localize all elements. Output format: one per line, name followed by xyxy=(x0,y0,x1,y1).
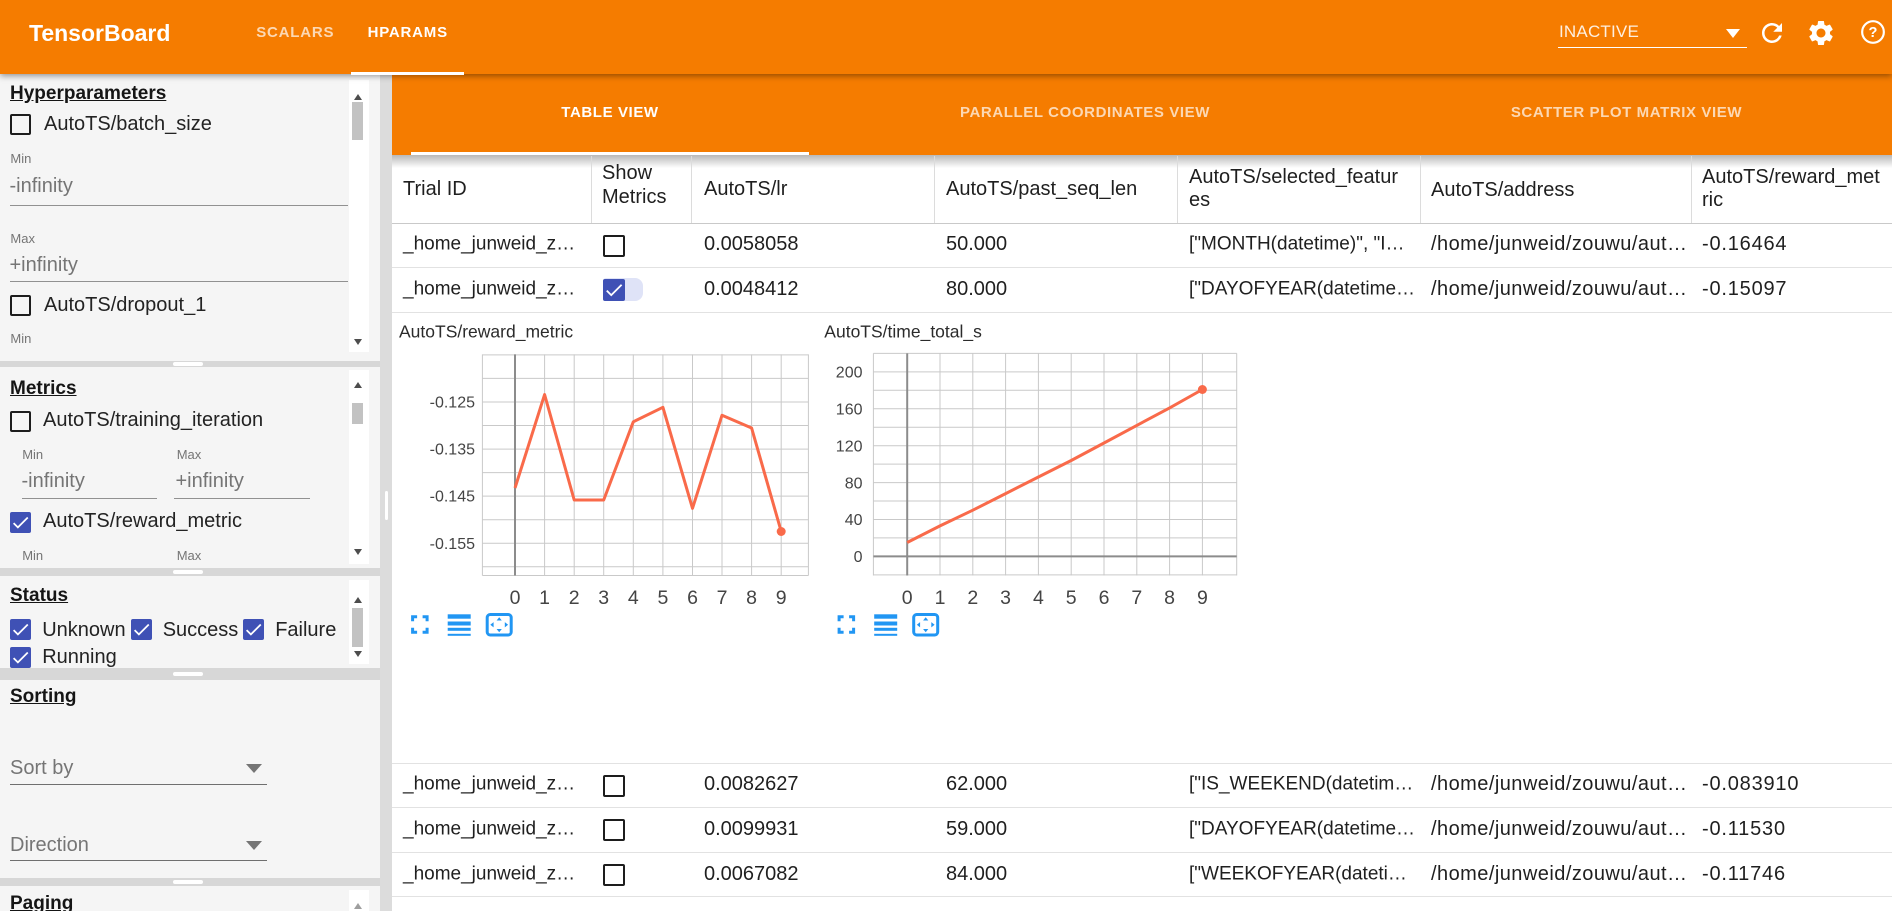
svg-text:6: 6 xyxy=(1098,587,1109,609)
svg-text:-0.145: -0.145 xyxy=(429,489,474,506)
svg-text:9: 9 xyxy=(1196,587,1207,609)
svg-text:80: 80 xyxy=(844,475,862,492)
svg-text:5: 5 xyxy=(1065,587,1076,609)
svg-text:4: 4 xyxy=(627,587,638,609)
svg-text:40: 40 xyxy=(844,512,862,529)
svg-text:200: 200 xyxy=(835,365,862,382)
svg-text:4: 4 xyxy=(1032,587,1043,609)
svg-text:-0.155: -0.155 xyxy=(429,536,474,553)
svg-text:-0.135: -0.135 xyxy=(429,442,474,459)
svg-text:7: 7 xyxy=(716,587,727,609)
svg-text:3: 3 xyxy=(598,587,609,609)
svg-text:8: 8 xyxy=(1164,587,1175,609)
svg-text:2: 2 xyxy=(568,587,579,609)
svg-text:2: 2 xyxy=(967,587,978,609)
svg-text:1: 1 xyxy=(539,587,550,609)
svg-text:5: 5 xyxy=(657,587,668,609)
svg-text:6: 6 xyxy=(687,587,698,609)
svg-text:AutoTS/time_total_s: AutoTS/time_total_s xyxy=(824,321,982,342)
svg-text:0: 0 xyxy=(901,587,912,609)
svg-text:1: 1 xyxy=(934,587,945,609)
svg-text:-0.125: -0.125 xyxy=(429,395,474,412)
svg-text:AutoTS/reward_metric: AutoTS/reward_metric xyxy=(399,321,573,342)
svg-text:9: 9 xyxy=(775,587,786,609)
svg-text:0: 0 xyxy=(853,549,862,566)
svg-text:?: ? xyxy=(1869,25,1878,41)
svg-text:7: 7 xyxy=(1131,587,1142,609)
svg-text:160: 160 xyxy=(835,402,862,419)
svg-text:3: 3 xyxy=(1000,587,1011,609)
svg-text:120: 120 xyxy=(835,438,862,455)
svg-text:8: 8 xyxy=(746,587,757,609)
svg-text:0: 0 xyxy=(509,587,520,609)
